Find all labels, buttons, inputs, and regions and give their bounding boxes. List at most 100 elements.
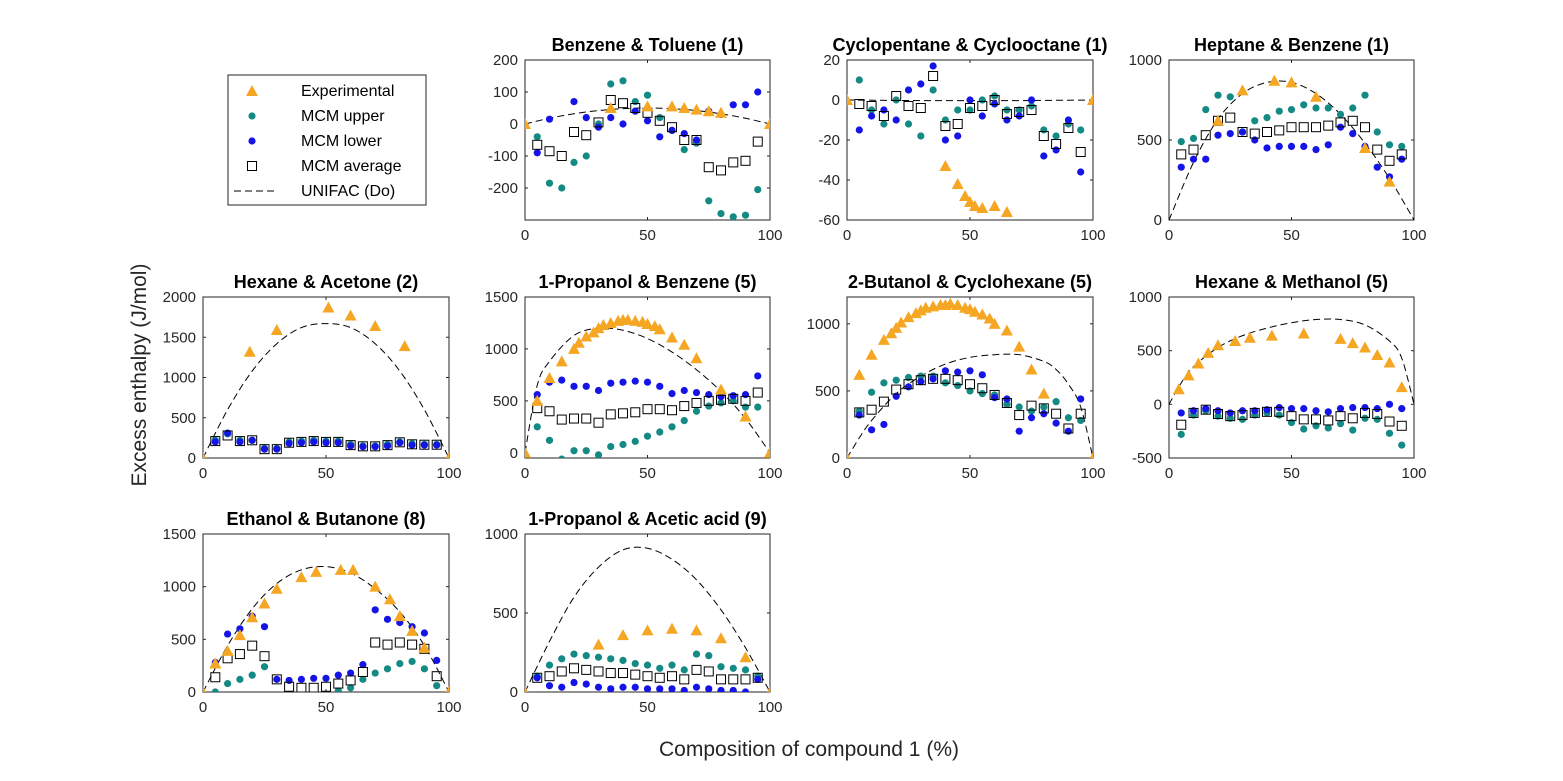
x-tick-label: 100 xyxy=(436,699,461,716)
upper-point xyxy=(1312,104,1320,112)
lower-point xyxy=(607,114,615,122)
upper-point xyxy=(1398,441,1406,449)
exp-point xyxy=(959,190,972,201)
avg-point xyxy=(569,127,579,137)
lower-point xyxy=(631,683,639,691)
lower-point xyxy=(868,426,876,434)
lower-point xyxy=(545,115,554,123)
y-tick-label: 1000 xyxy=(163,579,196,596)
exp-point xyxy=(572,336,585,348)
lower-point xyxy=(1385,400,1394,408)
lower-point xyxy=(260,445,269,453)
exp-point xyxy=(209,657,222,669)
lower-point xyxy=(396,439,404,447)
avg-point xyxy=(891,384,902,395)
lower-point xyxy=(297,675,305,683)
avg-point xyxy=(728,393,739,404)
lower-point xyxy=(371,443,379,451)
avg-point xyxy=(407,639,418,650)
subplot-3: 0 50 100 1000 500 0 Heptane & Benzene (1) xyxy=(1129,35,1427,244)
upper-point xyxy=(1349,104,1357,112)
upper-point xyxy=(359,675,367,683)
lower-point xyxy=(285,439,293,448)
lower-point xyxy=(1177,163,1185,171)
upper-point xyxy=(978,96,986,104)
lower-point xyxy=(1052,419,1060,427)
upper-point xyxy=(705,402,713,410)
x-tick-label: 0 xyxy=(521,227,529,244)
lower-point xyxy=(1336,405,1345,413)
x-axis-label: Composition of compound 1 (%) xyxy=(659,738,959,761)
lower-point xyxy=(594,386,603,395)
avg-point xyxy=(284,437,295,448)
avg-point xyxy=(1014,410,1025,421)
legend-swatch xyxy=(247,161,257,171)
avg-point xyxy=(1188,144,1199,155)
lower-point xyxy=(680,130,688,138)
lower-point xyxy=(692,683,701,691)
avg-point xyxy=(222,430,233,441)
exp-point xyxy=(1172,383,1185,395)
avg-point xyxy=(581,130,592,141)
lower-point xyxy=(1275,142,1283,150)
exp-point xyxy=(344,309,357,321)
lower-point xyxy=(236,625,244,633)
upper-point xyxy=(1226,93,1234,101)
lower-point xyxy=(1373,163,1381,171)
avg-point xyxy=(1274,125,1285,136)
upper-point xyxy=(1398,142,1406,150)
lower-point xyxy=(1312,146,1320,154)
lower-point xyxy=(892,116,900,124)
lower-point xyxy=(631,377,639,385)
exp-point xyxy=(1236,84,1249,96)
x-tick-label: 100 xyxy=(757,465,782,482)
upper-point xyxy=(298,694,305,701)
lower-point xyxy=(855,411,863,419)
lower-point xyxy=(1064,116,1072,124)
upper-point xyxy=(1015,106,1023,114)
lower-point xyxy=(359,661,367,669)
upper-point xyxy=(656,114,664,122)
exp-point xyxy=(690,103,703,115)
upper-point xyxy=(545,179,554,187)
lower-point xyxy=(643,117,652,125)
exp-point xyxy=(1243,331,1256,343)
subplot-9: 0 50 100 1000 500 0 1-Propanol & Acetic acid (… xyxy=(485,509,783,716)
avg-point xyxy=(271,444,282,455)
lower-point xyxy=(1214,131,1222,139)
y-tick-label: 1000 xyxy=(807,316,840,333)
avg-point xyxy=(703,666,714,677)
x-tick-label: 50 xyxy=(639,227,656,244)
avg-point xyxy=(866,101,877,111)
upper-series xyxy=(1177,91,1406,150)
y-tick-label: 100 xyxy=(493,84,518,101)
avg-point xyxy=(667,405,677,416)
upper-point xyxy=(1287,106,1296,114)
avg-point xyxy=(716,165,726,176)
exp-point xyxy=(988,200,1001,211)
avg-point xyxy=(891,91,902,101)
avg-point xyxy=(1026,105,1037,115)
plot-area xyxy=(524,59,771,221)
upper-point xyxy=(1361,91,1369,99)
exp-point xyxy=(1229,335,1242,347)
upper-point xyxy=(1373,415,1381,423)
exp-point xyxy=(221,644,234,656)
lower-point xyxy=(347,442,355,450)
exp-point xyxy=(525,686,529,692)
data-layer xyxy=(203,563,449,701)
lower-point xyxy=(668,126,676,134)
x-tick-label: 100 xyxy=(1080,227,1105,244)
lower-point xyxy=(954,368,962,376)
x-tick-label: 0 xyxy=(1165,227,1173,244)
avg-point xyxy=(1360,407,1370,418)
avg-point xyxy=(1335,411,1346,422)
lower-point xyxy=(631,107,639,115)
exp-point xyxy=(739,651,752,663)
lower-point xyxy=(643,378,652,386)
avg-point xyxy=(321,681,331,692)
exp-point xyxy=(766,686,770,692)
avg-point xyxy=(569,413,579,424)
lower-point xyxy=(917,80,925,88)
